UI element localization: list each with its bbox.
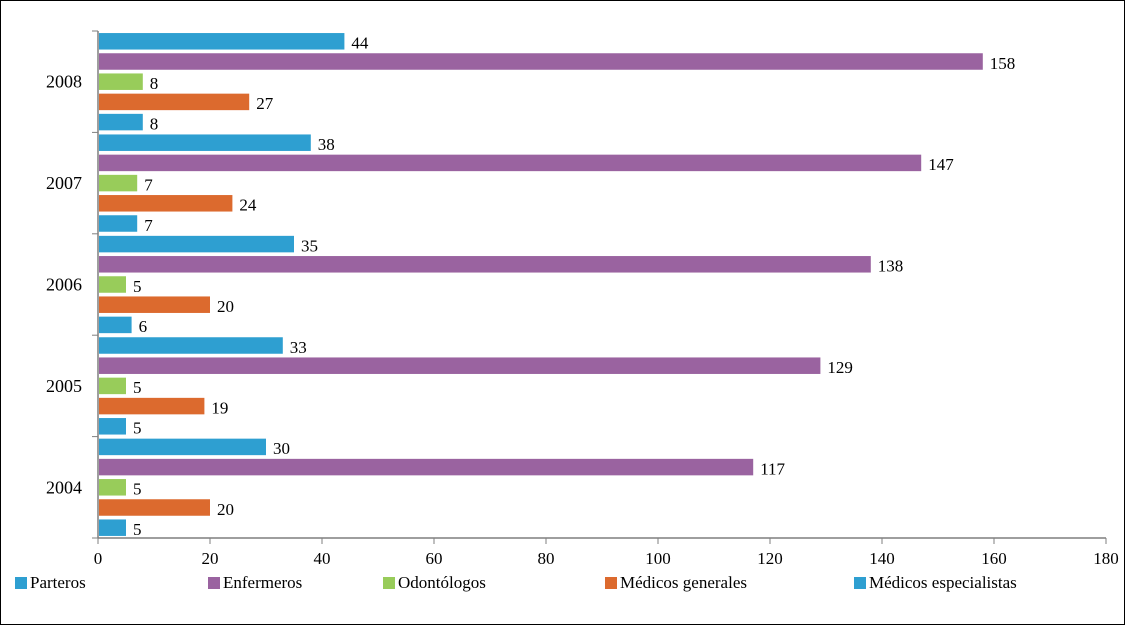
legend-swatch (208, 577, 220, 589)
legend-label: Enfermeros (223, 573, 302, 592)
data-label: 8 (150, 74, 159, 93)
category-label: 2004 (46, 477, 82, 497)
data-label: 44 (351, 34, 369, 53)
bar (99, 377, 126, 395)
data-label: 20 (217, 500, 234, 519)
data-label: 19 (211, 398, 228, 417)
x-tick-label: 100 (645, 549, 671, 568)
bar (99, 134, 311, 151)
bar (99, 438, 266, 456)
data-label: 35 (301, 236, 318, 255)
legend-swatch (854, 577, 866, 589)
bar (99, 235, 294, 253)
x-tick-label: 120 (757, 549, 783, 568)
bar (99, 418, 126, 435)
bar (99, 337, 283, 354)
x-tick-label: 60 (426, 549, 443, 568)
data-label: 6 (139, 317, 148, 336)
data-label: 24 (239, 196, 257, 215)
x-tick-label: 140 (869, 549, 895, 568)
bar (99, 276, 126, 293)
data-label: 30 (273, 439, 290, 458)
data-label: 138 (878, 257, 904, 276)
bar (99, 195, 233, 212)
data-label: 7 (144, 175, 153, 194)
data-label: 20 (217, 297, 234, 316)
bar (99, 215, 138, 232)
data-label: 129 (827, 358, 853, 377)
data-label: 147 (928, 155, 954, 174)
data-label: 7 (144, 216, 153, 235)
data-label: 117 (760, 459, 785, 478)
x-tick-label: 80 (538, 549, 555, 568)
data-label: 8 (150, 114, 159, 133)
bar (99, 73, 143, 90)
legend-swatch (605, 577, 617, 589)
x-tick-label: 20 (202, 549, 219, 568)
legend-swatch (15, 577, 27, 589)
data-label: 27 (256, 94, 274, 113)
bar (99, 93, 250, 111)
category-label: 2006 (46, 275, 82, 295)
data-label: 5 (133, 480, 142, 499)
bar (99, 174, 138, 192)
data-label: 5 (133, 419, 142, 438)
category-label: 2005 (46, 376, 82, 396)
x-tick-label: 0 (94, 549, 103, 568)
category-label: 2008 (46, 72, 82, 92)
bar (99, 519, 126, 536)
bar (99, 479, 126, 496)
bar (99, 154, 922, 172)
legend-swatch (383, 577, 395, 589)
data-label: 158 (990, 54, 1016, 73)
legend-label: Médicos especialistas (869, 573, 1017, 592)
bar (99, 53, 983, 70)
legend-label: Parteros (30, 573, 86, 592)
legend-label: Médicos generales (620, 573, 747, 592)
data-label: 5 (133, 378, 142, 397)
data-label: 38 (318, 135, 335, 154)
category-label: 2007 (46, 173, 82, 193)
data-label: 5 (133, 520, 142, 539)
data-label: 33 (290, 338, 307, 357)
x-tick-label: 40 (314, 549, 331, 568)
bar (99, 357, 821, 374)
x-tick-label: 160 (981, 549, 1007, 568)
bar (99, 316, 132, 334)
bar (99, 397, 205, 415)
bar (99, 33, 345, 50)
bar (99, 256, 871, 273)
legend-label: Odontólogos (398, 573, 486, 592)
bar (99, 458, 754, 476)
x-tick-label: 180 (1093, 549, 1119, 568)
bar (99, 499, 210, 516)
bar (99, 113, 143, 131)
data-label: 5 (133, 277, 142, 296)
bar (99, 296, 210, 313)
